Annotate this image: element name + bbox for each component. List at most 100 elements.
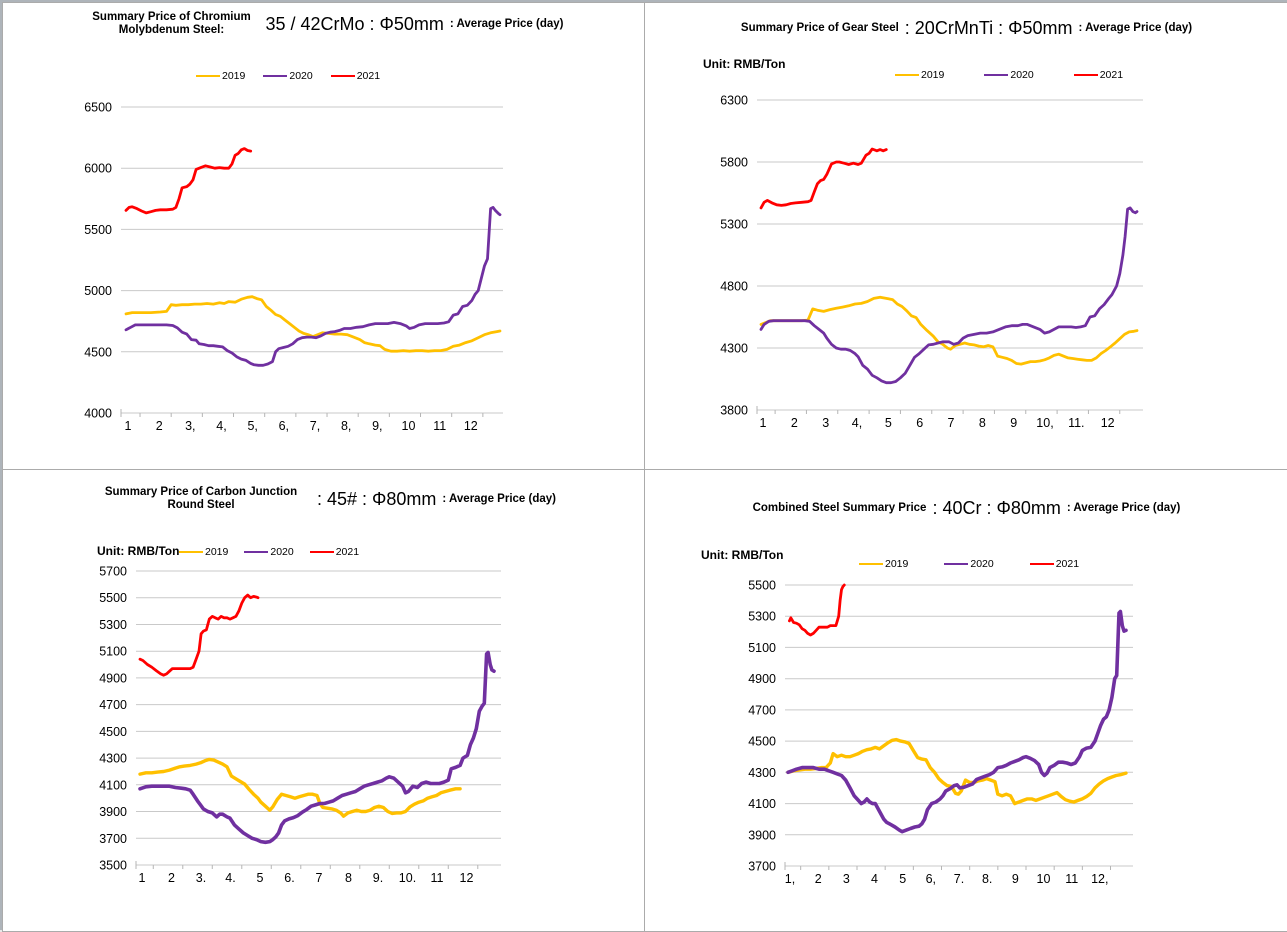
- svg-text:6,: 6,: [279, 419, 289, 433]
- svg-text:2: 2: [791, 416, 798, 430]
- legend-item: 2020: [244, 546, 294, 558]
- svg-text:5: 5: [257, 871, 264, 885]
- svg-text:4900: 4900: [748, 672, 776, 686]
- svg-text:12: 12: [460, 871, 474, 885]
- svg-text:3700: 3700: [748, 860, 776, 874]
- legend-item: 2021: [330, 70, 381, 82]
- svg-text:3.: 3.: [196, 871, 206, 885]
- chart-panel-gear-steel: Summary Price of Gear Steel : 20CrMnTi :…: [644, 2, 1287, 470]
- svg-text:5300: 5300: [99, 618, 127, 632]
- chart-title-main: : 45# : Φ80mm: [317, 488, 437, 509]
- svg-text:3,: 3,: [185, 419, 195, 433]
- svg-text:8: 8: [345, 871, 352, 885]
- svg-text:7,: 7,: [310, 419, 320, 433]
- svg-text:4300: 4300: [99, 752, 127, 766]
- legend-item: 2020: [263, 70, 313, 82]
- svg-text:4,: 4,: [852, 416, 862, 430]
- svg-text:10,: 10,: [1036, 416, 1053, 430]
- svg-text:4900: 4900: [99, 671, 127, 685]
- svg-text:5: 5: [885, 416, 892, 430]
- svg-text:10.: 10.: [399, 871, 416, 885]
- svg-text:5300: 5300: [720, 218, 748, 232]
- chart-plot: 6300 5800 5300 4800 4300 3800 1 2 3 4, 5 6 7 8 9 10, 11.…: [645, 3, 1287, 469]
- svg-text:3900: 3900: [748, 828, 776, 842]
- chart-title: Summary Price of Carbon Junction Round S…: [3, 486, 644, 512]
- legend-label: 2019: [921, 69, 945, 81]
- svg-text:4,: 4,: [216, 419, 226, 433]
- chart-title-suffix: : Average Price (day): [1078, 21, 1193, 34]
- svg-text:5100: 5100: [748, 641, 776, 655]
- chart-canvas: 5700 5500 5300 5100 4900 4700 4500 4300 4100 3900…: [99, 565, 501, 885]
- chart-plot: 5500 5300 5100 4900 4700 4500 4300 4100 3900 3700…: [645, 470, 1287, 931]
- legend-label: 2020: [270, 546, 294, 558]
- chart-title-suffix: : Average Price (day): [449, 17, 564, 30]
- svg-text:9: 9: [1012, 872, 1019, 886]
- svg-text:5500: 5500: [99, 591, 127, 605]
- legend-label: 2021: [335, 546, 360, 558]
- svg-text:5100: 5100: [99, 645, 127, 659]
- svg-text:11: 11: [433, 419, 446, 433]
- legend-label: 2019: [885, 558, 909, 570]
- chart-title: Combined Steel Summary Price : 40Cr : Φ8…: [645, 498, 1287, 519]
- legend-line-swatch: [309, 550, 334, 554]
- chart-title-main: 35 / 42CrMo : Φ50mm: [265, 13, 444, 34]
- legend-label: 2021: [1055, 558, 1080, 570]
- legend-line-swatch: [984, 73, 1009, 77]
- svg-text:4300: 4300: [720, 342, 748, 356]
- svg-text:3900: 3900: [99, 805, 127, 819]
- svg-text:5500: 5500: [84, 223, 112, 237]
- chart-title: Summary Price of Gear Steel : 20CrMnTi :…: [645, 18, 1287, 39]
- legend-line-swatch: [895, 73, 919, 77]
- legend-label: 2020: [970, 558, 994, 570]
- legend-line-swatch: [1073, 73, 1098, 77]
- legend-item: 2019: [179, 546, 228, 558]
- legend-label: 2020: [1010, 69, 1034, 81]
- svg-text:9,: 9,: [372, 419, 382, 433]
- legend-item: 2021: [309, 546, 360, 558]
- svg-text:4700: 4700: [748, 703, 776, 717]
- svg-text:4300: 4300: [748, 766, 776, 780]
- chart-title-main: : 40Cr : Φ80mm: [932, 498, 1061, 518]
- chart-title-prefix: Summary Price of Carbon Junction Round S…: [104, 486, 301, 512]
- svg-text:4800: 4800: [720, 280, 748, 294]
- legend-item: 2021: [1073, 69, 1123, 81]
- svg-text:12,: 12,: [1091, 872, 1108, 886]
- legend: 2019 2020 2021: [179, 546, 359, 558]
- svg-text:10: 10: [1037, 872, 1051, 886]
- svg-text:8.: 8.: [982, 872, 992, 886]
- svg-text:10: 10: [402, 419, 416, 433]
- svg-text:3800: 3800: [720, 404, 748, 418]
- legend-line-swatch: [244, 550, 269, 554]
- svg-text:9.: 9.: [373, 871, 383, 885]
- svg-text:3700: 3700: [99, 832, 127, 846]
- svg-text:1: 1: [760, 416, 767, 430]
- legend-line-swatch: [1029, 562, 1054, 566]
- svg-text:11: 11: [1065, 872, 1078, 886]
- svg-text:4: 4: [871, 872, 878, 886]
- legend-line-swatch: [944, 562, 969, 566]
- chart-title-prefix: Combined Steel Summary Price: [752, 501, 927, 514]
- svg-text:1: 1: [139, 871, 146, 885]
- chart-plot: 6500 6000 5500 5000 4500 4000 1 2 3, 4, 5, 6, 7, 8, 9,…: [3, 3, 644, 469]
- legend-item: 2020: [944, 558, 994, 570]
- svg-text:5000: 5000: [84, 284, 112, 298]
- svg-text:3: 3: [843, 872, 850, 886]
- svg-text:6000: 6000: [84, 162, 112, 176]
- chart-title-prefix: Summary Price of Chromium Molybdenum Ste…: [92, 11, 254, 37]
- chart-canvas: 5500 5300 5100 4900 4700 4500 4300 4100 3900 3700…: [748, 579, 1133, 886]
- svg-text:5800: 5800: [720, 156, 748, 170]
- legend: 2019 2020 2021: [895, 69, 1123, 81]
- chart-title-prefix: Summary Price of Gear Steel: [740, 21, 899, 34]
- chart-panel-carbon-round-steel: Summary Price of Carbon Junction Round S…: [2, 469, 645, 932]
- legend-item: 2019: [859, 558, 908, 570]
- legend-label: 2021: [356, 70, 381, 82]
- svg-text:11.: 11.: [1068, 416, 1084, 430]
- legend-item: 2021: [1029, 558, 1080, 570]
- svg-text:4500: 4500: [84, 345, 112, 359]
- svg-text:4000: 4000: [84, 407, 112, 421]
- svg-text:5300: 5300: [748, 610, 776, 624]
- legend-label: 2020: [289, 70, 313, 82]
- svg-text:11: 11: [431, 871, 444, 885]
- svg-text:7: 7: [316, 871, 323, 885]
